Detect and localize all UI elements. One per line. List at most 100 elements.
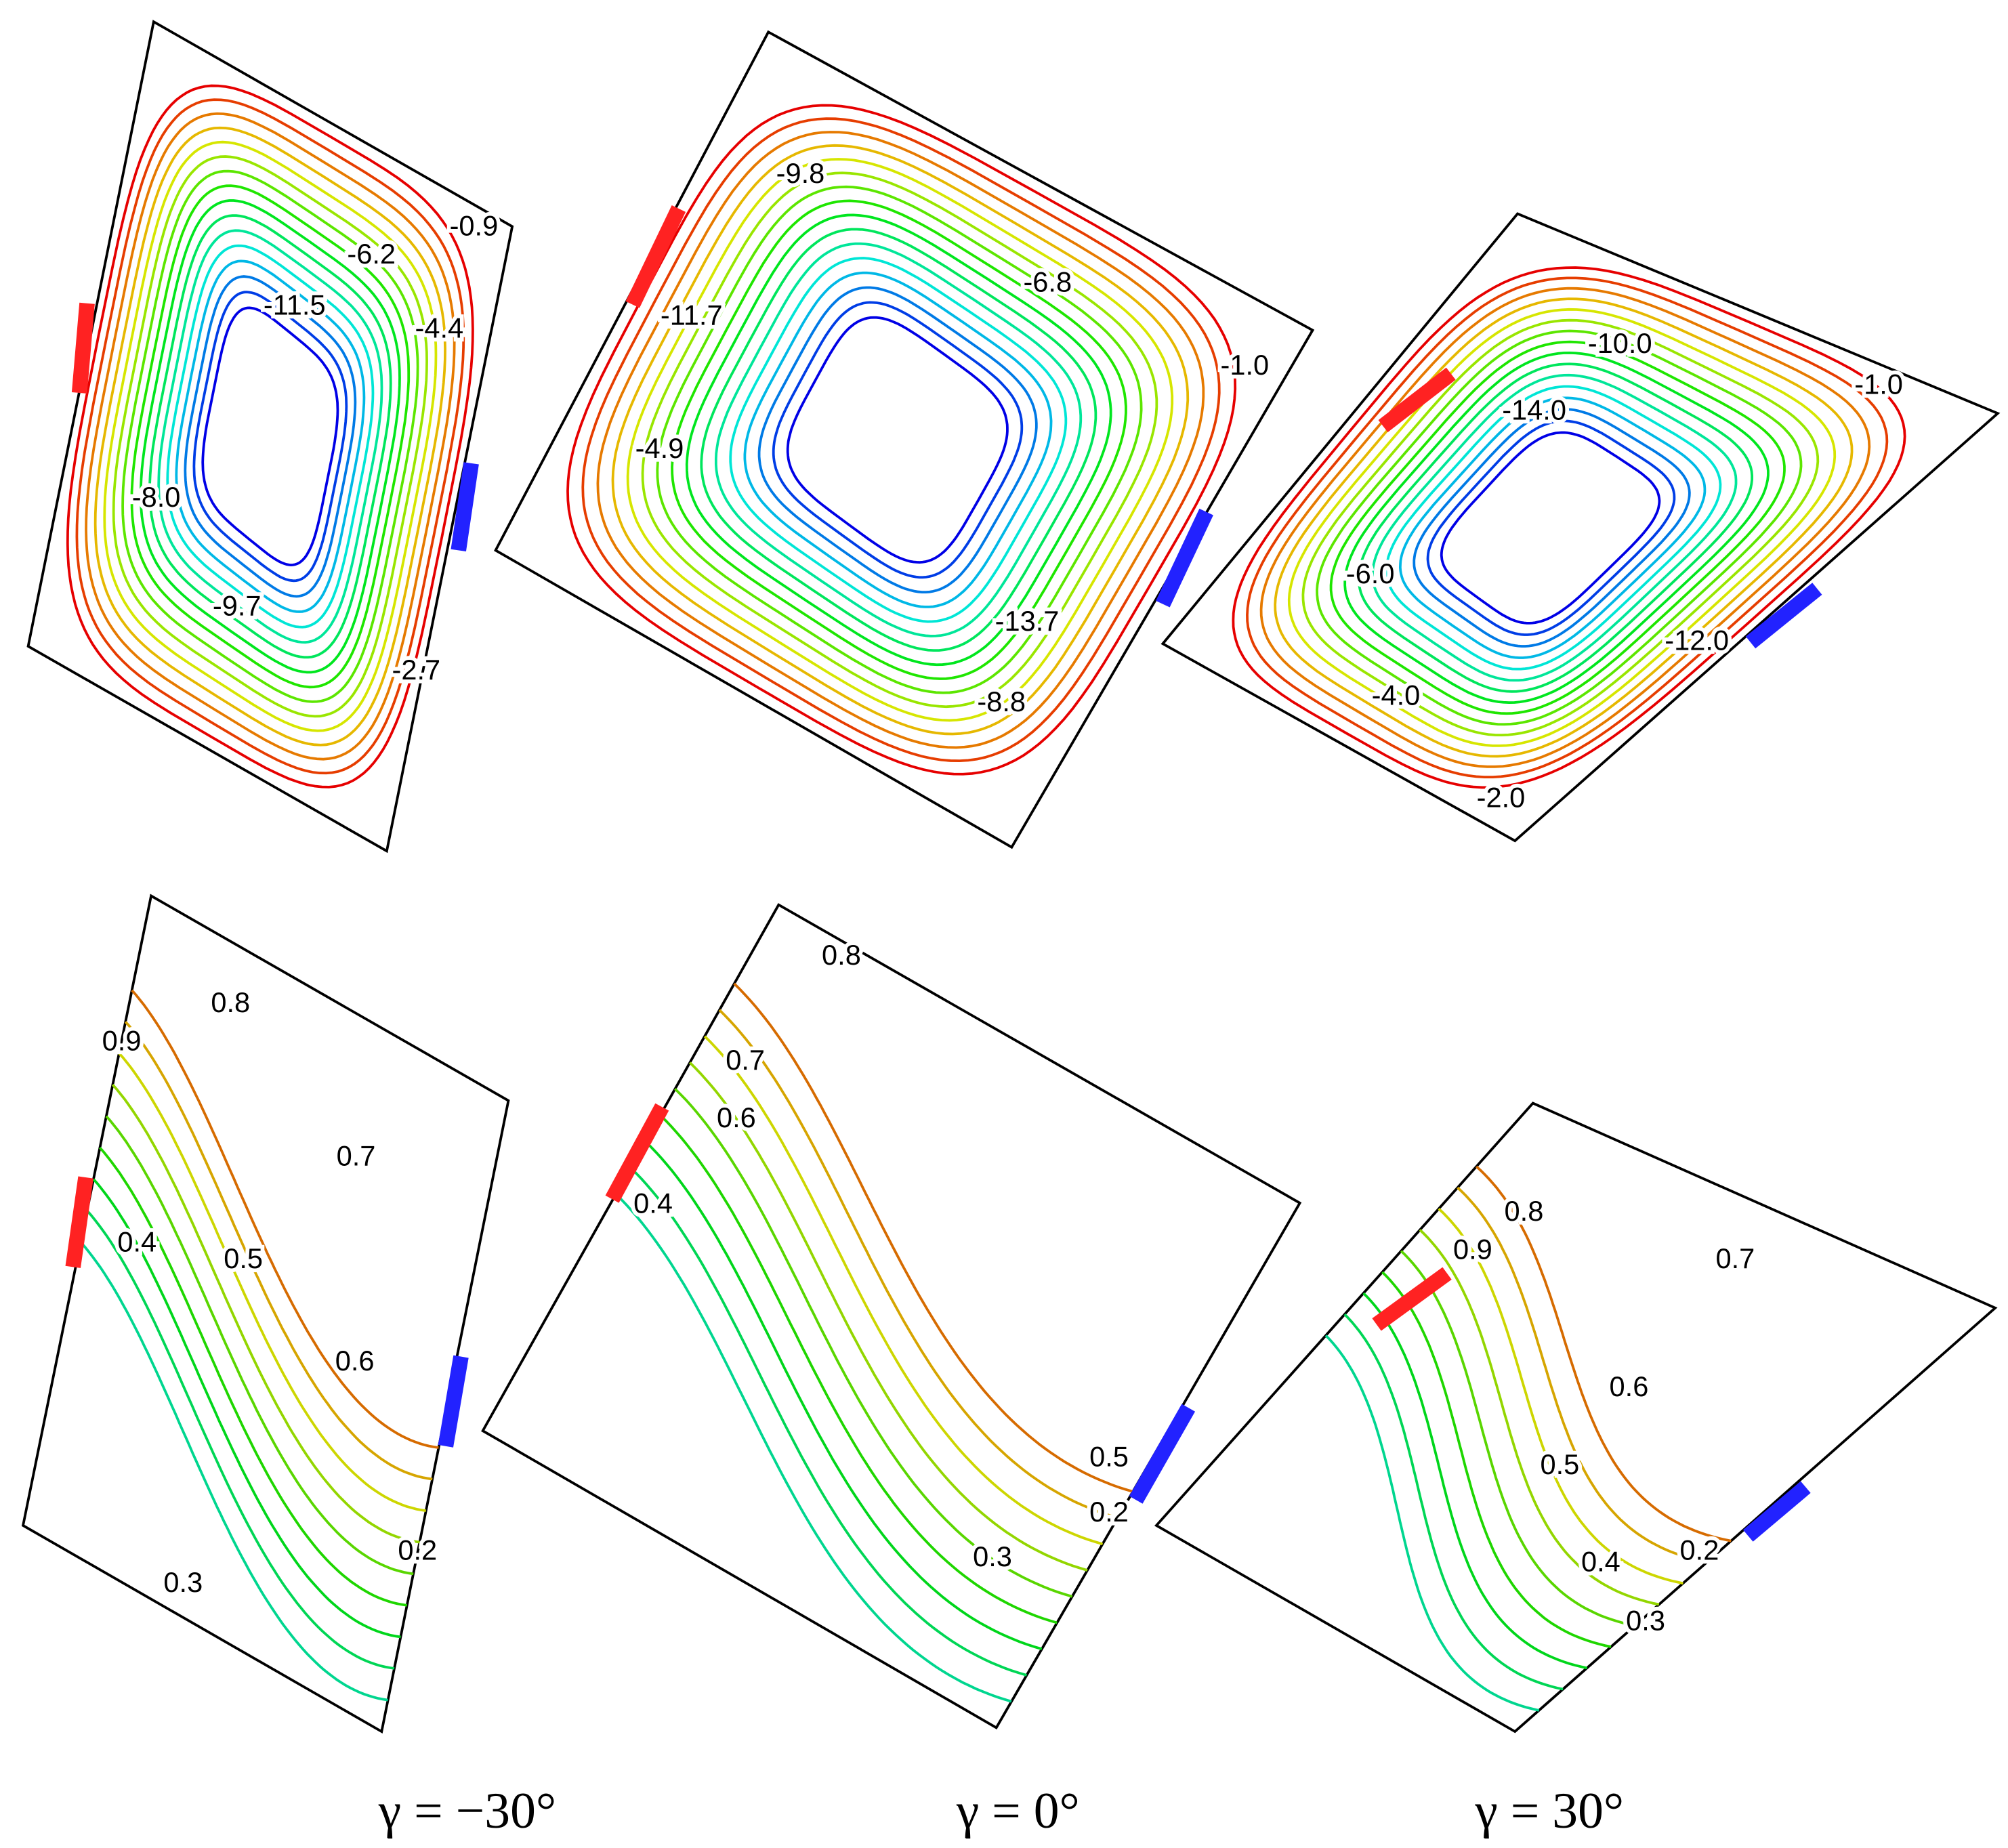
contour-label: 0.7 xyxy=(337,1140,376,1172)
streamline xyxy=(130,184,411,689)
streamline xyxy=(596,131,1205,749)
contour-label: 0.6 xyxy=(335,1345,375,1377)
streamline xyxy=(201,306,339,566)
isotherm xyxy=(614,1193,1012,1703)
isotherm xyxy=(105,1115,414,1576)
contour-label: -4.4 xyxy=(415,312,464,343)
streamline xyxy=(1440,431,1661,625)
isotherm xyxy=(1324,1335,1540,1712)
contour-label: -1.0 xyxy=(1854,369,1903,400)
streamline xyxy=(75,98,465,775)
streamline xyxy=(166,244,375,629)
contour-label: -11.5 xyxy=(264,289,326,320)
isotherm xyxy=(131,989,439,1449)
streamline xyxy=(671,199,1127,680)
streamline xyxy=(85,112,456,761)
streamline xyxy=(1316,329,1803,726)
isotherm xyxy=(1476,1165,1732,1542)
streamline xyxy=(139,199,401,674)
contour-label: -2.7 xyxy=(392,654,441,686)
streamline xyxy=(581,117,1221,763)
streamline xyxy=(656,185,1143,694)
isotherm xyxy=(733,982,1133,1493)
streamline xyxy=(1274,297,1854,758)
cavity-outline xyxy=(21,894,510,1734)
contour-label: 0.8 xyxy=(1505,1195,1544,1227)
contour-label: -1.0 xyxy=(1221,349,1270,381)
streamline xyxy=(611,144,1190,736)
cavity-outline xyxy=(1154,1101,1998,1734)
streamline xyxy=(192,291,348,583)
contour-label: -8.0 xyxy=(132,481,181,513)
cavity-outline xyxy=(494,30,1315,849)
streamline xyxy=(148,214,392,659)
isotherm xyxy=(1381,1271,1612,1648)
isotherm xyxy=(703,1035,1104,1546)
isotherm xyxy=(1457,1186,1708,1563)
contour-label: 0.8 xyxy=(211,986,250,1018)
contour-label: -11.7 xyxy=(661,299,723,331)
contour-label: 0.8 xyxy=(822,939,861,971)
cavity-outline xyxy=(1160,212,2001,843)
isotherm xyxy=(111,1084,420,1544)
contour-label: 0.9 xyxy=(102,1025,142,1057)
streamline xyxy=(1343,351,1770,705)
contour-label: 0.2 xyxy=(1089,1496,1129,1528)
streamline xyxy=(157,229,383,644)
isotherm xyxy=(79,1241,388,1702)
contour-label: -0.9 xyxy=(450,209,499,241)
hot-wall xyxy=(605,1103,669,1203)
streamline xyxy=(1232,266,1906,789)
streamline xyxy=(1259,287,1871,768)
isotherm xyxy=(629,1167,1027,1677)
contour-label: 0.3 xyxy=(973,1540,1012,1572)
streamline xyxy=(772,301,1024,579)
streamline xyxy=(1329,340,1786,715)
contour-label: 0.6 xyxy=(1610,1370,1649,1402)
contour-label: 0.2 xyxy=(1680,1534,1719,1566)
contour-label: -12.0 xyxy=(1665,624,1729,656)
streamline xyxy=(641,171,1158,709)
isotherm xyxy=(124,1021,433,1481)
streamline xyxy=(685,213,1112,667)
caption: γ = 0° xyxy=(956,1783,1080,1839)
streamline xyxy=(1246,276,1889,779)
contour-label: -13.7 xyxy=(995,605,1060,637)
streamline xyxy=(714,242,1083,637)
streamline xyxy=(103,140,438,732)
streamline xyxy=(1371,373,1738,682)
streamline xyxy=(1385,385,1722,671)
cold-wall xyxy=(1745,583,1822,649)
contour-label: -8.8 xyxy=(977,686,1026,717)
isotherm xyxy=(99,1146,408,1607)
contour-label: 0.5 xyxy=(1089,1441,1129,1473)
contour-label: -9.7 xyxy=(213,589,262,621)
cold-wall xyxy=(1129,1404,1196,1504)
streamline xyxy=(1413,408,1691,648)
contour-label: 0.3 xyxy=(163,1566,203,1598)
contour-label: -6.0 xyxy=(1346,558,1395,589)
caption: γ = 30° xyxy=(1474,1783,1624,1839)
streamline xyxy=(626,158,1174,722)
contour-label: -14.0 xyxy=(1502,394,1566,425)
contour-label: 0.2 xyxy=(398,1534,437,1566)
streamline xyxy=(729,257,1068,623)
isotherm xyxy=(674,1087,1073,1598)
contour-label: -4.0 xyxy=(1372,679,1421,711)
isotherm xyxy=(718,1009,1118,1519)
isotherm xyxy=(659,1114,1058,1624)
streamline xyxy=(1398,396,1707,659)
isotherm xyxy=(1438,1207,1683,1585)
streamline xyxy=(93,126,446,747)
streamline xyxy=(700,228,1097,652)
streamline xyxy=(1357,362,1754,693)
cold-wall xyxy=(1156,508,1213,608)
contour-label: 0.6 xyxy=(717,1101,756,1133)
cavity-outline xyxy=(26,20,514,854)
contour-label: -4.9 xyxy=(635,432,684,464)
isotherm xyxy=(86,1209,395,1670)
hot-wall xyxy=(1372,1267,1452,1331)
streamline xyxy=(786,316,1009,564)
hot-wall xyxy=(1378,367,1456,433)
